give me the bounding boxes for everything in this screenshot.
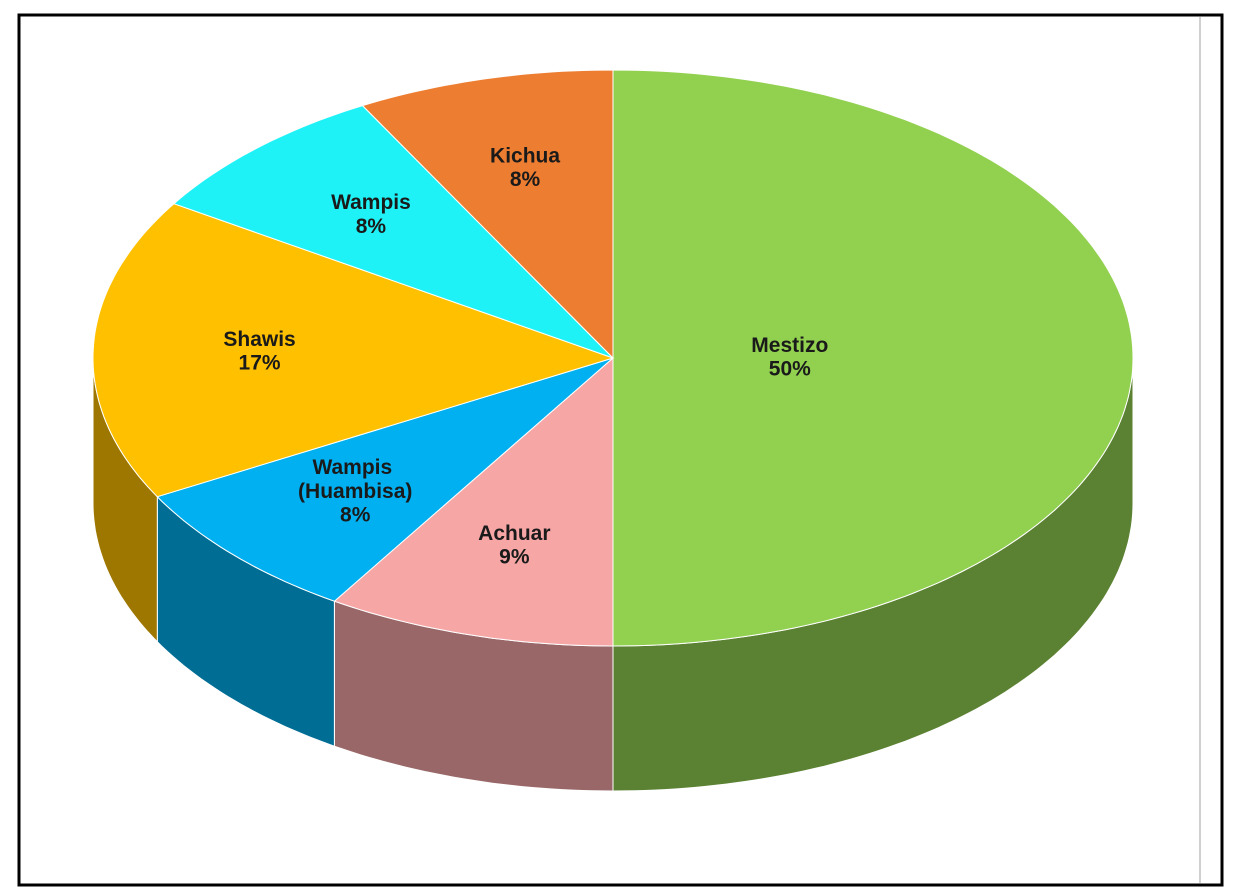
slice-label: Achuar [478,522,550,545]
slice-label: Mestizo [751,334,828,357]
slice [333,356,614,647]
value-label: 8% [510,168,541,191]
value-label: 50% [769,358,811,381]
slice [156,357,614,602]
value-label: 9% [499,546,530,569]
value-label: 17% [239,351,281,374]
slice [172,105,614,359]
slice [92,203,615,498]
value-label: 8% [356,215,387,238]
slice [361,69,614,360]
slice-label: Wampis (Huambisa) [298,456,412,503]
slice-label: Kichua [490,144,560,167]
slice-label: Wampis [331,191,411,214]
slice [612,69,1134,647]
value-label: 8% [340,504,371,527]
slice-label: Shawis [223,327,295,350]
